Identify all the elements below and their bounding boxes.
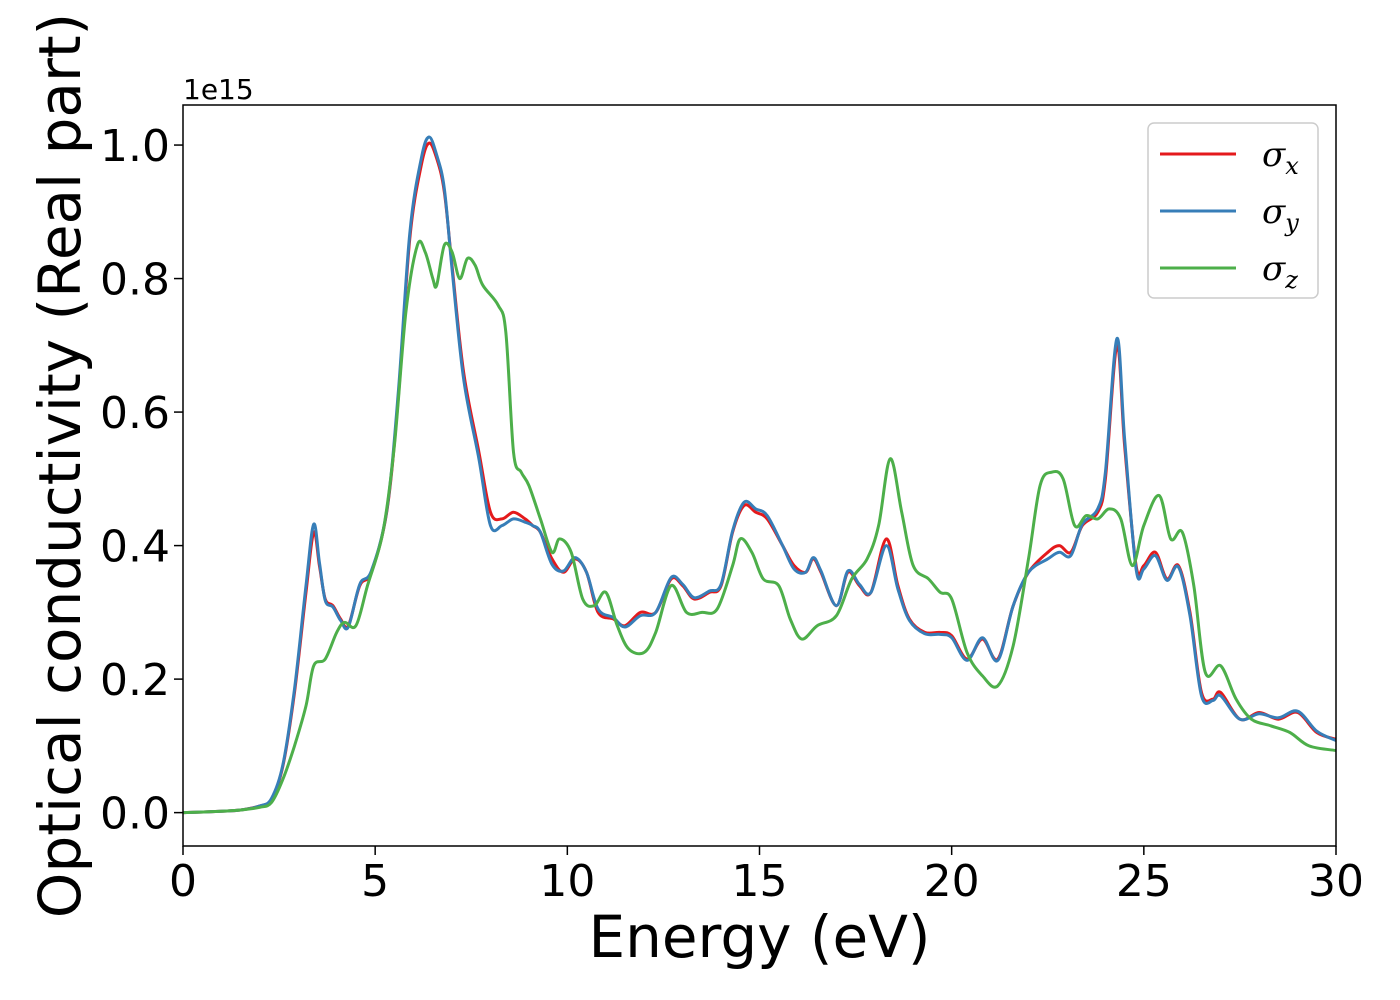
x-tick-label: 15 — [732, 856, 788, 907]
x-tick-label: 25 — [1116, 856, 1172, 907]
legend-entry-y: σy — [1262, 192, 1299, 237]
y-offset-label: 1e15 — [183, 73, 254, 106]
legend: σx σy σz — [1147, 122, 1319, 299]
y-tick-label: 1.0 — [100, 121, 170, 172]
x-tick-label: 10 — [539, 856, 595, 907]
series-lines — [183, 135, 1336, 815]
x-tick-label: 20 — [924, 856, 980, 907]
legend-entry-x: σx — [1262, 135, 1299, 180]
y-tick-label: 0.4 — [100, 522, 170, 573]
y-tick-label: 0.0 — [100, 789, 170, 840]
y-tick-label: 0.2 — [100, 655, 170, 706]
y-axis-ticks: 0.0 0.2 0.4 0.6 0.8 1.0 — [100, 121, 183, 840]
y-tick-label: 0.8 — [100, 255, 170, 306]
y-tick-label: 0.6 — [100, 388, 170, 439]
y-axis-label: Optical conductivity (Real part) — [26, 13, 94, 918]
legend-entry-z: σz — [1262, 249, 1298, 294]
x-tick-label: 5 — [361, 856, 389, 907]
series-line-z — [183, 239, 1336, 815]
x-axis-label: Energy (eV) — [588, 903, 930, 971]
x-tick-label: 0 — [169, 856, 197, 907]
x-axis-ticks: 0 5 10 15 20 25 30 — [169, 846, 1364, 907]
x-tick-label: 30 — [1308, 856, 1364, 907]
